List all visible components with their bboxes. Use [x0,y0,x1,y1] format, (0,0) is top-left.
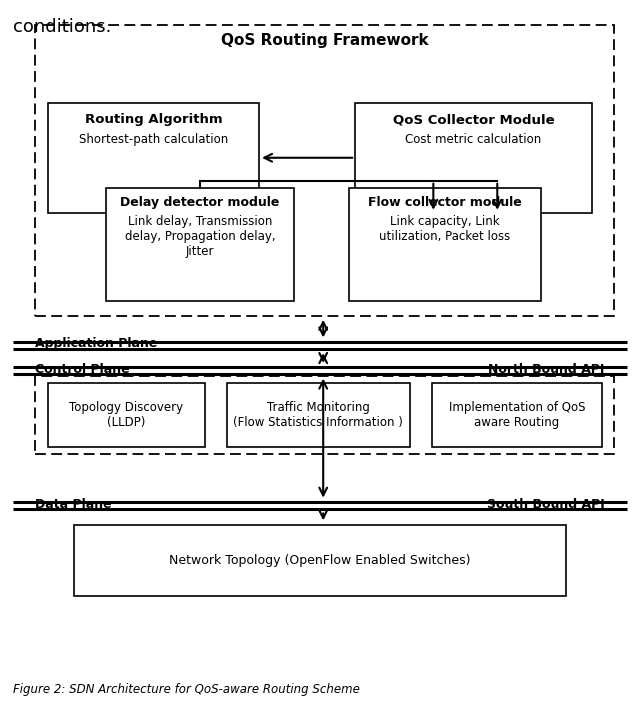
Text: QoS Routing Framework: QoS Routing Framework [221,33,429,48]
Text: Flow collector module: Flow collector module [368,196,522,209]
Text: Delay detector module: Delay detector module [120,196,280,209]
FancyBboxPatch shape [227,383,410,447]
FancyBboxPatch shape [106,188,294,301]
FancyBboxPatch shape [48,103,259,213]
Text: Network Topology (OpenFlow Enabled Switches): Network Topology (OpenFlow Enabled Switc… [169,554,471,566]
Text: Topology Discovery
(LLDP): Topology Discovery (LLDP) [69,401,184,429]
FancyBboxPatch shape [35,25,614,316]
Text: Cost metric calculation: Cost metric calculation [406,133,541,146]
Text: South Bound API: South Bound API [487,498,605,510]
FancyBboxPatch shape [355,103,592,213]
FancyBboxPatch shape [74,525,566,596]
Text: Application Plane: Application Plane [35,337,157,350]
FancyBboxPatch shape [432,383,602,447]
Text: Traffic Monitoring
(Flow Statistics Information ): Traffic Monitoring (Flow Statistics Info… [234,401,403,429]
Text: conditions.: conditions. [13,18,111,35]
Text: Link capacity, Link
utilization, Packet loss: Link capacity, Link utilization, Packet … [379,215,511,242]
FancyBboxPatch shape [35,376,614,454]
Text: North Bound API: North Bound API [488,363,605,376]
Text: QoS Collector Module: QoS Collector Module [393,113,554,126]
Text: Data Plane: Data Plane [35,498,112,510]
Text: Implementation of QoS
aware Routing: Implementation of QoS aware Routing [449,401,585,429]
FancyBboxPatch shape [349,188,541,301]
Text: Shortest-path calculation: Shortest-path calculation [79,133,228,146]
FancyBboxPatch shape [48,383,205,447]
Text: Figure 2: SDN Architecture for QoS-aware Routing Scheme: Figure 2: SDN Architecture for QoS-aware… [13,683,360,696]
Text: Routing Algorithm: Routing Algorithm [84,113,223,126]
Text: Link delay, Transmission
delay, Propagation delay,
Jitter: Link delay, Transmission delay, Propagat… [125,215,275,258]
Text: Control Plane: Control Plane [35,363,130,376]
